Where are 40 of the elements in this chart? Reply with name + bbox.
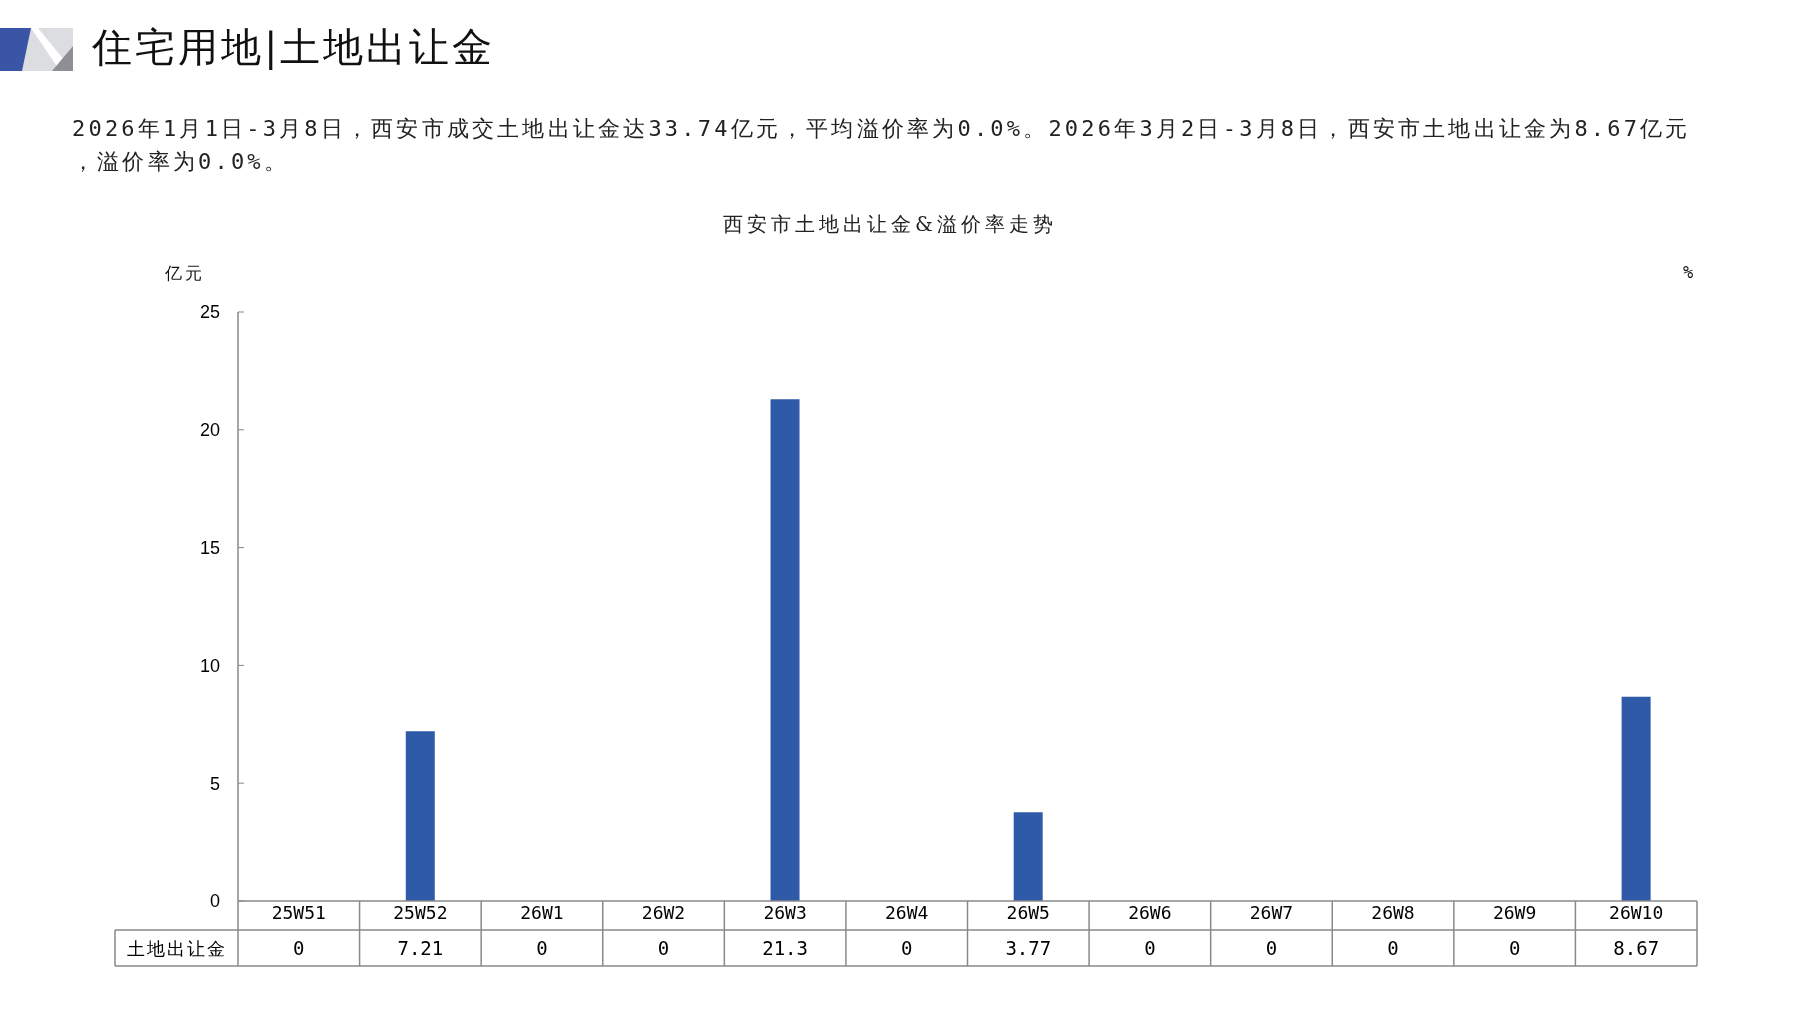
y-tick-label: 20	[199, 420, 220, 441]
x-tick-label: 26W9	[1492, 901, 1537, 923]
x-tick-label: 26W5	[1006, 901, 1050, 923]
data-label: 0	[1144, 937, 1156, 959]
x-tick-label: 26W8	[1371, 901, 1415, 923]
data-label: 21.3	[762, 937, 809, 959]
bar	[770, 399, 800, 901]
chart-subtitle: 西安市土地出让金&溢价率走势	[722, 211, 1058, 238]
x-tick-label: 26W6	[1128, 901, 1172, 923]
data-label: 3.77	[1005, 937, 1052, 959]
bar	[1013, 812, 1043, 901]
x-tick-label: 26W2	[641, 901, 686, 923]
y-tick-label: 15	[199, 537, 220, 558]
x-tick-label: 26W7	[1249, 901, 1294, 923]
y-tick-label: 5	[209, 773, 220, 794]
data-label: 0	[900, 937, 913, 959]
text: 2026年1月1日-3月8日，西安市成交土地出让金达33.74亿元，平均溢价率为0.0%。2026年3月2日-3月8日，西安市土地出让金为8.67亿元，溢价率为0.0%。	[72, 115, 1692, 176]
y-tick-label: 25	[199, 302, 220, 323]
y-tick-label: 0	[209, 891, 220, 912]
text: 土地出让金	[126, 937, 227, 959]
data-label: 0	[293, 937, 305, 959]
data-label: 0	[1265, 937, 1278, 959]
data-label: 0	[1387, 937, 1399, 959]
chart-title: 住宅用地|土地出让金	[92, 23, 496, 72]
data-label: 0	[1508, 937, 1521, 959]
data-label: 8.67	[1613, 937, 1660, 959]
y2-axis-title: %	[1681, 262, 1695, 282]
x-tick-label: 26W3	[763, 901, 807, 923]
x-tick-label: 26W1	[520, 901, 564, 923]
x-tick-label: 25W52	[393, 901, 448, 923]
bar	[405, 731, 435, 901]
x-tick-label: 25W51	[271, 901, 326, 923]
y-tick-label: 10	[199, 655, 220, 676]
data-label: 0	[657, 937, 670, 959]
y-axis-title: 亿元	[164, 262, 206, 285]
data-label: 0	[536, 937, 548, 959]
data-label: 7.21	[397, 937, 444, 959]
x-tick-label: 26W10	[1609, 901, 1664, 923]
x-tick-label: 26W4	[885, 901, 929, 923]
bar	[1621, 696, 1651, 901]
